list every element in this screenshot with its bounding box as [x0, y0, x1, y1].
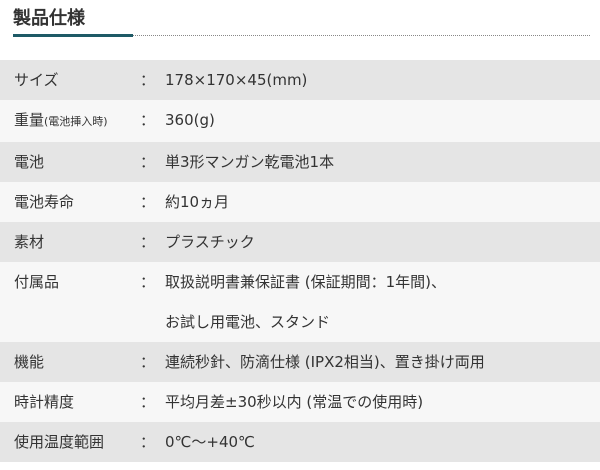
- spec-row-battery-life: 電池寿命 ： 約10ヵ月: [0, 182, 600, 222]
- spec-label: 電池: [14, 153, 45, 171]
- spec-label: 使用温度範囲: [14, 433, 105, 451]
- spec-label: 電池寿命: [14, 193, 75, 211]
- spec-value: 360(g): [165, 111, 215, 129]
- spec-row-material: 素材 ： プラスチック: [0, 222, 600, 262]
- spec-row-accuracy: 時計精度 ： 平均月差±30秒以内 (常温での使用時): [0, 382, 600, 422]
- separator: ：: [140, 433, 156, 451]
- spec-value: 単3形マンガン乾電池1本: [165, 153, 335, 171]
- section-title: 製品仕様: [13, 8, 85, 29]
- spec-value: 約10ヵ月: [165, 193, 230, 211]
- separator: ：: [140, 353, 156, 371]
- spec-value: 0℃～+40℃: [165, 433, 255, 451]
- spec-label-note: (電池挿入時): [44, 115, 108, 128]
- spec-value: 178×170×45(mm): [165, 71, 308, 89]
- separator: ：: [140, 193, 156, 211]
- spec-row-accessories: 付属品 ： 取扱説明書兼保証書 (保証期間：1年間)、 お試し用電池、スタンド: [0, 262, 600, 342]
- spec-label-main: 重量: [14, 111, 45, 129]
- separator: ：: [140, 153, 156, 171]
- spec-value: 平均月差±30秒以内 (常温での使用時): [165, 393, 424, 411]
- spec-value-line: 取扱説明書兼保証書 (保証期間：1年間)、: [165, 273, 447, 291]
- spec-label: 機能: [14, 353, 45, 371]
- spec-table: サイズ ： 178×170×45(mm) 重量(電池挿入時) ： 360(g) …: [0, 60, 600, 462]
- separator: ：: [140, 71, 156, 89]
- spec-label: 付属品: [14, 273, 60, 291]
- separator: ：: [140, 273, 156, 291]
- separator: ：: [140, 233, 156, 251]
- spec-label: サイズ: [14, 71, 59, 89]
- spec-value: プラスチック: [165, 233, 255, 251]
- spec-value: 連続秒針、防滴仕様 (IPX2相当)、置き掛け両用: [165, 353, 485, 371]
- spec-row-battery: 電池 ： 単3形マンガン乾電池1本: [0, 142, 600, 182]
- spec-row-weight: 重量(電池挿入時) ： 360(g): [0, 100, 600, 142]
- title-dotted-divider: [133, 35, 590, 36]
- separator: ：: [140, 111, 156, 129]
- spec-value-line: お試し用電池、スタンド: [165, 313, 331, 331]
- separator: ：: [140, 393, 156, 411]
- spec-label: 重量(電池挿入時): [0, 100, 140, 142]
- spec-value: 取扱説明書兼保証書 (保証期間：1年間)、 お試し用電池、スタンド: [165, 262, 446, 342]
- spec-row-temperature: 使用温度範囲 ： 0℃～+40℃: [0, 422, 600, 462]
- spec-row-size: サイズ ： 178×170×45(mm): [0, 60, 600, 100]
- title-accent-underline: [13, 34, 133, 37]
- spec-label: 素材: [14, 233, 45, 251]
- spec-label: 時計精度: [14, 393, 75, 411]
- spec-row-features: 機能 ： 連続秒針、防滴仕様 (IPX2相当)、置き掛け両用: [0, 342, 600, 382]
